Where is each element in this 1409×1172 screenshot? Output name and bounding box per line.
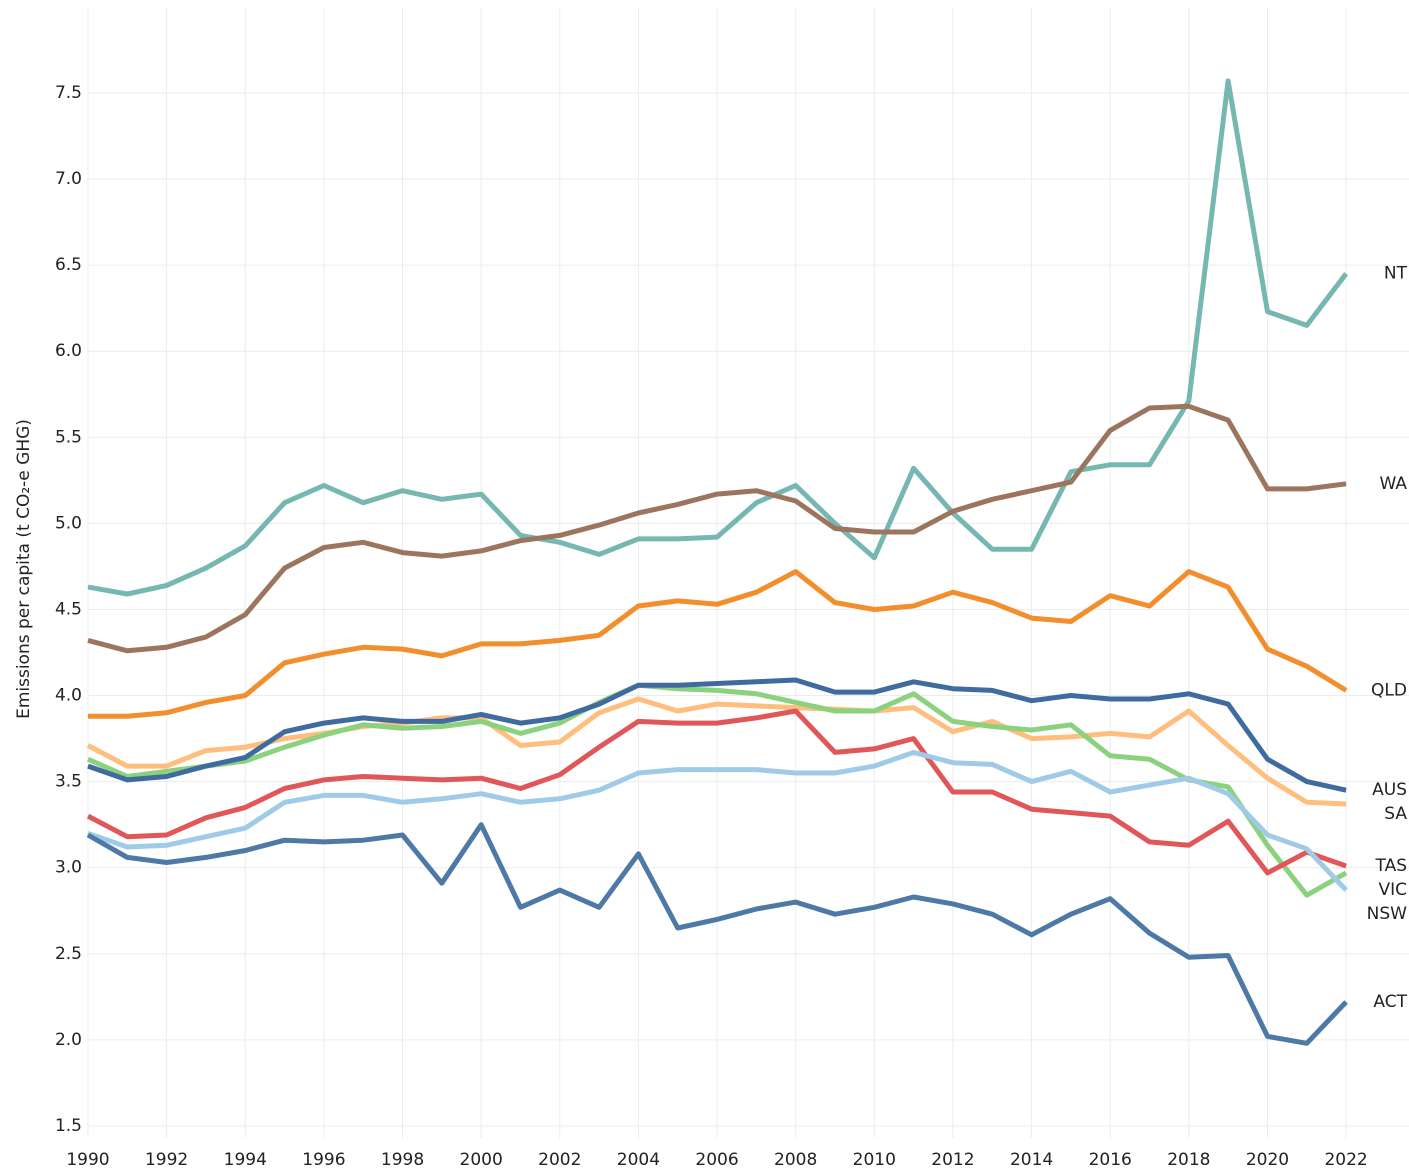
x-tick-label: 1998 <box>381 1150 424 1170</box>
series-line <box>86 682 1348 898</box>
series-line <box>88 569 1348 719</box>
x-tick-label: 2008 <box>774 1150 817 1170</box>
series-label: NT <box>1384 264 1408 284</box>
x-tick-label: 2004 <box>617 1150 660 1170</box>
series-label: ACT <box>1373 992 1407 1012</box>
x-tick-label: 2010 <box>853 1150 896 1170</box>
series-label: TAS <box>1375 856 1408 876</box>
y-tick-label: 4.0 <box>55 686 82 706</box>
x-tick-label: 1994 <box>224 1150 267 1170</box>
y-tick-label: 5.5 <box>55 427 82 447</box>
series-label: QLD <box>1371 680 1407 700</box>
x-tick-label: 2006 <box>695 1150 738 1170</box>
y-tick-label: 6.5 <box>55 255 82 275</box>
x-tick-label: 2000 <box>460 1150 503 1170</box>
x-tick-label: 2020 <box>1246 1150 1289 1170</box>
y-tick-label: 7.0 <box>55 169 82 189</box>
series-label: AUS <box>1372 780 1407 800</box>
series-label: WA <box>1379 474 1407 494</box>
series-line <box>86 696 1347 807</box>
x-tick-label: 1996 <box>302 1150 345 1170</box>
series-line <box>87 403 1347 654</box>
series-line <box>86 822 1348 1046</box>
series-line <box>87 677 1347 793</box>
series-label: VIC <box>1378 880 1407 900</box>
y-axis-title: Emissions per capita (t CO₂-e GHG) <box>14 419 34 719</box>
y-tick-label: 3.0 <box>55 858 82 878</box>
series-label: NSW <box>1367 904 1408 924</box>
y-tick-label: 1.5 <box>55 1116 82 1136</box>
x-tick-label: 1990 <box>66 1150 109 1170</box>
y-tick-label: 2.5 <box>55 944 82 964</box>
x-tick-label: 2022 <box>1324 1150 1367 1170</box>
y-tick-label: 7.5 <box>55 83 82 103</box>
y-tick-label: 6.0 <box>55 341 82 361</box>
y-tick-label: 2.0 <box>55 1030 82 1050</box>
y-tick-label: 5.0 <box>55 513 82 533</box>
y-tick-label: 3.5 <box>55 772 82 792</box>
x-tick-label: 2016 <box>1089 1150 1132 1170</box>
series-line <box>87 78 1349 597</box>
x-tick-label: 1992 <box>145 1150 188 1170</box>
x-tick-label: 2012 <box>931 1150 974 1170</box>
y-tick-label: 4.5 <box>55 599 82 619</box>
x-tick-label: 2002 <box>538 1150 581 1170</box>
x-tick-label: 2018 <box>1167 1150 1210 1170</box>
series-label: SA <box>1384 804 1407 824</box>
x-tick-label: 2014 <box>1010 1150 1053 1170</box>
series-line <box>87 749 1348 892</box>
series-line <box>86 708 1347 876</box>
